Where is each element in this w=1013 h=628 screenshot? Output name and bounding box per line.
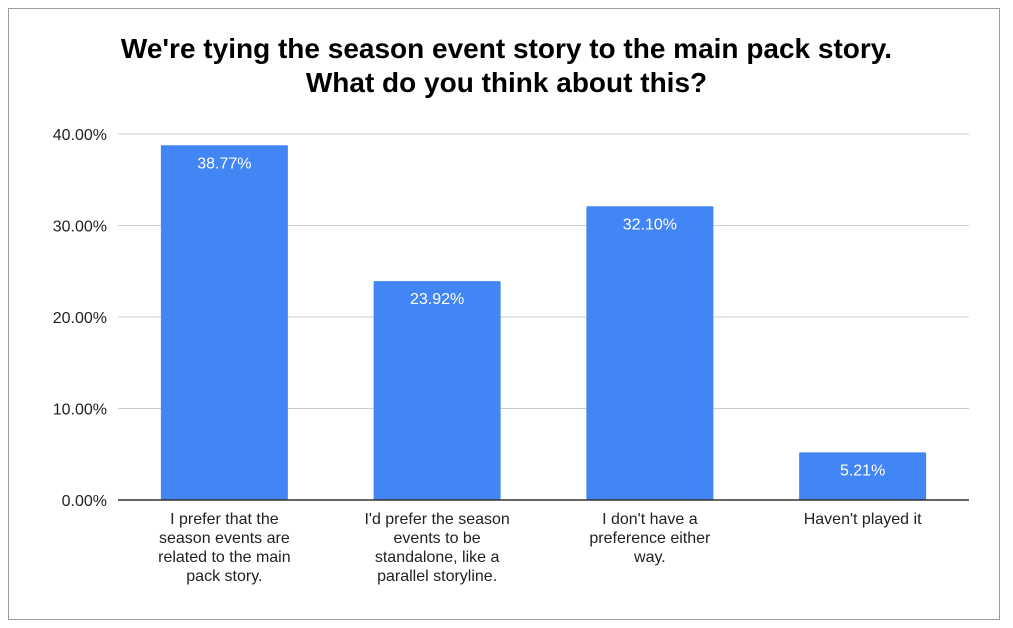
x-category-label-line: I'd prefer the season bbox=[364, 511, 510, 528]
x-category-label: I prefer that the season events are relate… bbox=[129, 510, 319, 586]
x-category-label-line: way. bbox=[634, 549, 666, 566]
y-tick-label: 10.00% bbox=[53, 402, 107, 419]
data-label: 23.92% bbox=[410, 291, 464, 308]
bar bbox=[586, 206, 714, 500]
bar bbox=[373, 281, 501, 500]
x-category-label-line: pack story. bbox=[186, 568, 263, 585]
chart-title: We're tying the season event story to th… bbox=[0, 32, 1013, 100]
y-tick-label: 40.00% bbox=[53, 127, 107, 144]
y-tick-label: 0.00% bbox=[62, 493, 107, 510]
bar bbox=[160, 145, 288, 500]
x-category-label-line: Haven't played it bbox=[803, 511, 922, 528]
x-category-label: I'd prefer the season events to be standal… bbox=[342, 510, 532, 586]
x-category-label-line: standalone, like a bbox=[374, 549, 500, 566]
x-category-label-line: related to the main bbox=[158, 549, 291, 566]
x-category-label: Haven't played it bbox=[768, 510, 958, 529]
x-category-label-line: events to be bbox=[393, 530, 481, 547]
chart-title-line-1: We're tying the season event story to th… bbox=[120, 33, 893, 64]
x-category-label: I don't have a preference either way. bbox=[555, 510, 745, 567]
x-category-label-line: parallel storyline. bbox=[377, 568, 498, 585]
x-category-label-line: season events are bbox=[159, 530, 290, 547]
data-label: 5.21% bbox=[840, 462, 885, 479]
x-category-label-line: I prefer that the bbox=[170, 511, 279, 528]
y-tick-label: 30.00% bbox=[53, 219, 107, 236]
x-category-label-line: preference either bbox=[589, 530, 711, 547]
chart-title-line-2: What do you think about this? bbox=[305, 67, 708, 98]
y-tick-label: 20.00% bbox=[53, 310, 107, 327]
bar bbox=[799, 452, 927, 500]
data-label: 38.77% bbox=[197, 155, 251, 172]
x-category-label-line: I don't have a bbox=[602, 511, 698, 528]
data-label: 32.10% bbox=[623, 216, 677, 233]
